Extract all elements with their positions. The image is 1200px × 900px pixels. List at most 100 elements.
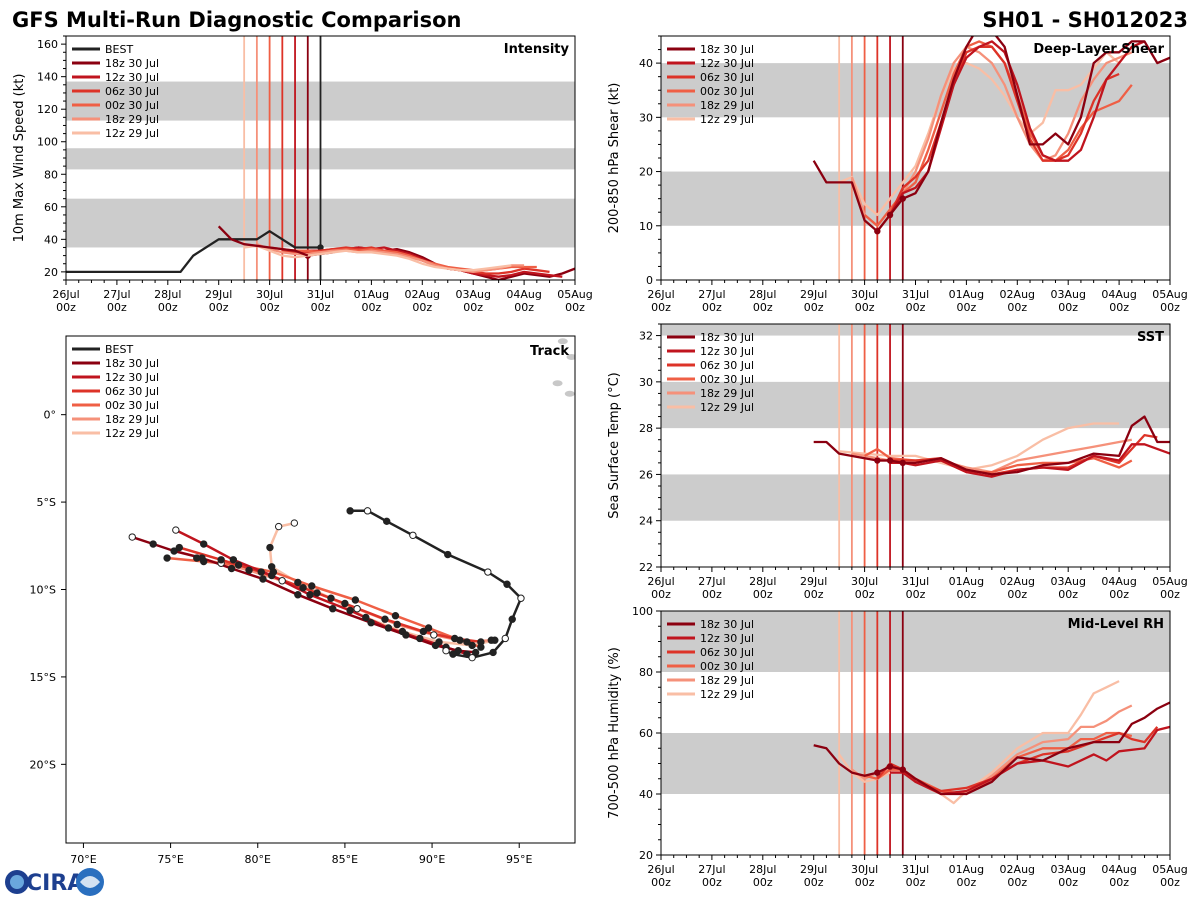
lon-tick-label: 80°E bbox=[245, 853, 271, 866]
y-axis-label: 700-500 hPa Humidity (%) bbox=[607, 647, 622, 819]
lon-tick-label: 75°E bbox=[157, 853, 183, 866]
panel-title: Mid-Level RH bbox=[1068, 617, 1164, 632]
island-0 bbox=[557, 338, 568, 345]
track-point-18z-29-jul bbox=[353, 605, 361, 613]
series-point-18z-30-jul-0 bbox=[874, 228, 881, 235]
x-tick-label: 00z bbox=[957, 301, 977, 314]
x-tick-label: 00z bbox=[906, 876, 926, 889]
track-point-12z-29-jul bbox=[362, 613, 370, 622]
track-line-12z-30-jul bbox=[175, 528, 468, 656]
y-tick-label: 100 bbox=[37, 136, 58, 149]
x-tick-label: 00z bbox=[1160, 301, 1180, 314]
series-point-18z-30-jul-2 bbox=[899, 459, 906, 467]
series-line-18z-30-jul bbox=[307, 246, 575, 280]
track-point-best bbox=[363, 507, 372, 515]
x-tick-label: 01Aug bbox=[949, 575, 984, 588]
track-point-best bbox=[383, 517, 391, 526]
y-tick-label: 120 bbox=[37, 103, 58, 116]
shade-band-0 bbox=[661, 474, 1170, 521]
x-tick-label: 00z bbox=[702, 301, 722, 314]
y-tick-label: 10 bbox=[639, 220, 653, 233]
track-point-best bbox=[501, 634, 509, 643]
track-point-18z-29-jul bbox=[463, 638, 471, 646]
x-tick-label: 00z bbox=[804, 301, 824, 314]
legend-label-06z-30-jul: 06z 30 Jul bbox=[105, 385, 159, 398]
x-tick-label: 05Aug bbox=[1152, 863, 1187, 876]
logo-text: CIRA bbox=[26, 871, 84, 896]
storm-id: SH01 - SH012023 bbox=[982, 8, 1188, 32]
x-tick-label: 00z bbox=[855, 876, 875, 889]
track-point-12z-30-jul bbox=[306, 591, 314, 599]
legend-label-00z-30-jul: 00z 30 Jul bbox=[105, 99, 159, 112]
track-point-18z-29-jul bbox=[393, 620, 401, 629]
x-tick-label: 26Jul bbox=[647, 863, 674, 876]
x-tick-label: 00z bbox=[158, 301, 178, 314]
x-tick-label: 00z bbox=[753, 301, 773, 314]
lat-tick-label: 0° bbox=[44, 409, 57, 422]
track-point-18z-30-jul bbox=[367, 619, 375, 627]
x-tick-label: 00z bbox=[1109, 588, 1129, 601]
series-point-18z-30-jul-1 bbox=[886, 211, 894, 219]
track-point-00z-30-jul bbox=[424, 624, 433, 632]
track-point-06z-30-jul bbox=[477, 638, 485, 646]
legend-label-18z-30-jul: 18z 30 Jul bbox=[700, 331, 754, 344]
y-tick-label: 28 bbox=[639, 422, 653, 435]
legend-label-12z-29-jul: 12z 29 Jul bbox=[700, 113, 754, 126]
x-tick-label: 00z bbox=[1109, 876, 1129, 889]
x-tick-label: 00z bbox=[412, 301, 432, 314]
legend-label-12z-29-jul: 12z 29 Jul bbox=[700, 688, 754, 701]
track-point-06z-30-jul bbox=[257, 568, 265, 576]
x-tick-label: 01Aug bbox=[949, 288, 984, 301]
series-point-18z-30-jul-1 bbox=[886, 457, 894, 464]
track-point-best bbox=[517, 594, 525, 602]
track-point-00z-30-jul bbox=[391, 612, 400, 620]
legend-label-best: BEST bbox=[105, 343, 133, 356]
x-tick-label: 00z bbox=[311, 301, 331, 314]
track-point-06z-30-jul bbox=[419, 627, 428, 636]
track-point-12z-30-jul bbox=[416, 634, 424, 643]
track-point-best bbox=[442, 646, 450, 655]
track-line-18z-30-jul bbox=[131, 535, 476, 654]
x-tick-label: 04Aug bbox=[1101, 288, 1136, 301]
series-point-18z-30-jul-0 bbox=[874, 769, 881, 776]
logo-globe-inner-icon bbox=[10, 875, 24, 889]
series-line-18z-30-jul bbox=[217, 225, 309, 257]
track-point-18z-30-jul bbox=[402, 631, 410, 639]
track-point-best bbox=[508, 615, 516, 623]
x-tick-label: 00z bbox=[1160, 876, 1180, 889]
panel-title: Deep-Layer Shear bbox=[1033, 42, 1164, 57]
x-tick-label: 00z bbox=[804, 876, 824, 889]
x-tick-label: 26Jul bbox=[647, 575, 674, 588]
track-point-12z-29-jul bbox=[290, 519, 299, 527]
shade-band-1 bbox=[661, 611, 1170, 672]
land-features bbox=[552, 338, 575, 397]
track-point-18z-29-jul bbox=[487, 636, 496, 644]
legend-label-18z-29-jul: 18z 29 Jul bbox=[700, 387, 754, 400]
x-tick-label: 30Jul bbox=[851, 863, 878, 876]
x-tick-label: 03Aug bbox=[1050, 575, 1085, 588]
x-tick-label: 28Jul bbox=[749, 575, 776, 588]
x-tick-label: 02Aug bbox=[1000, 863, 1035, 876]
track-point-best bbox=[444, 550, 452, 559]
track-point-18z-30-jul bbox=[128, 533, 136, 541]
track-point-06z-30-jul bbox=[341, 599, 349, 608]
y-tick-label: 0 bbox=[646, 274, 653, 287]
legend-label-12z-29-jul: 12z 29 Jul bbox=[700, 401, 754, 414]
lat-tick-label: 20°S bbox=[30, 758, 56, 771]
x-tick-label: 05Aug bbox=[1152, 288, 1187, 301]
track-point-18z-30-jul bbox=[149, 540, 157, 548]
y-tick-label: 24 bbox=[639, 515, 653, 528]
x-tick-label: 00z bbox=[107, 301, 127, 314]
series-point-18z-30-jul-2 bbox=[899, 766, 906, 773]
y-tick-label: 140 bbox=[37, 71, 58, 84]
x-tick-label: 00z bbox=[56, 301, 76, 314]
track-point-best bbox=[484, 568, 492, 576]
track-point-best bbox=[409, 531, 417, 540]
track-point-06z-30-jul bbox=[175, 543, 184, 552]
lon-tick-label: 90°E bbox=[419, 853, 445, 866]
legend-label-12z-30-jul: 12z 30 Jul bbox=[700, 57, 754, 70]
track-point-00z-30-jul bbox=[163, 554, 171, 562]
lon-tick-label: 85°E bbox=[332, 853, 358, 866]
x-tick-label: 29Jul bbox=[800, 288, 827, 301]
